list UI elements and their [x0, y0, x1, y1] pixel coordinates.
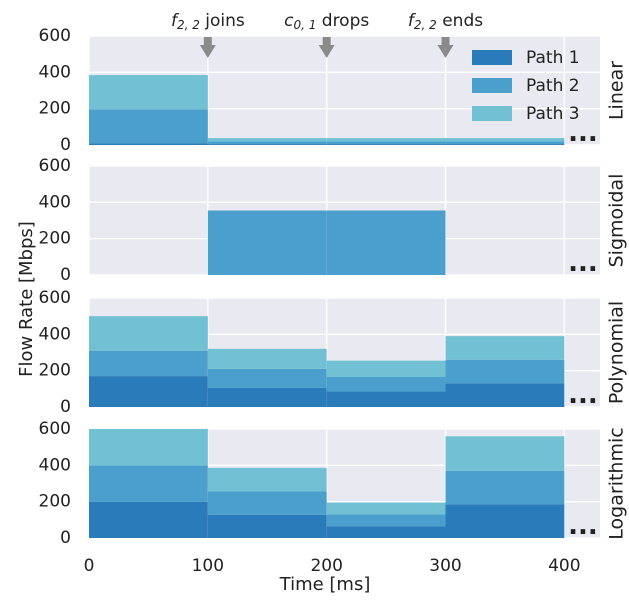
event-label: f2, 2 ends	[408, 11, 483, 32]
area-path1-segment	[326, 391, 446, 407]
area-path3-segment	[445, 436, 565, 471]
event-symbol: c	[284, 11, 294, 31]
area-path3-segment	[326, 138, 446, 142]
area-path3-segment	[326, 360, 446, 378]
event-subscript: 0, 1	[293, 18, 316, 32]
panel-linear: 0 200 400 600 Linear...	[39, 26, 628, 155]
legend-swatch-path2	[472, 78, 512, 93]
x-tick-label: 400	[548, 556, 580, 576]
y-tick-label: 400	[39, 192, 71, 212]
y-tick-label: 200	[39, 361, 71, 381]
y-axis-title: Flow Rate [Mbps]	[16, 221, 37, 377]
area-path2-segment	[326, 514, 446, 527]
x-tick-label: 100	[192, 556, 224, 576]
continuation-marker: ...	[568, 248, 598, 278]
legend-label: Path 1	[526, 48, 580, 68]
panel-title: Sigmoidal	[606, 174, 628, 268]
area-path2-segment	[326, 210, 446, 275]
area-path2-segment	[445, 470, 565, 505]
legend-swatch-path3	[472, 106, 512, 121]
panel-polynomial: 0 200 400 600 Polynomial...	[39, 288, 628, 417]
area-path3-segment	[89, 316, 208, 351]
y-tick-label: 600	[39, 288, 71, 308]
area-path2-segment	[207, 491, 327, 515]
area-path2-segment	[445, 359, 565, 384]
panel-title: Linear	[606, 61, 628, 120]
legend: Path 1 Path 2 Path 3	[472, 48, 580, 124]
event-subscript: 2, 2	[414, 18, 437, 32]
area-path2-segment	[207, 141, 327, 145]
area-path2-segment	[445, 141, 565, 145]
area-path1-segment	[89, 501, 208, 538]
y-tick-label: 0	[60, 265, 71, 285]
area-path3-segment	[207, 467, 327, 492]
x-axis-title: Time [ms]	[279, 574, 371, 595]
y-tick-label: 200	[39, 229, 71, 249]
x-tick-label: 200	[310, 556, 342, 576]
event-text: ends	[437, 11, 483, 31]
event-annotations: f2, 2 joins c0, 1 drops f2, 2 ends	[171, 11, 483, 58]
y-tick-label: 200	[39, 492, 71, 512]
area-path1-segment	[89, 376, 208, 407]
x-axis: 0 100 200 300 400	[84, 556, 581, 576]
panel-title: Logarithmic	[606, 427, 628, 539]
area-path3-segment	[89, 429, 208, 466]
area-path2-segment	[89, 350, 208, 377]
area-path2-segment	[89, 109, 208, 144]
y-tick-label: 400	[39, 324, 71, 344]
y-tick-label: 400	[39, 62, 71, 82]
y-tick-label: 600	[39, 156, 71, 176]
y-tick-label: 0	[60, 135, 71, 155]
area-path1-segment	[445, 144, 565, 145]
event-marker-arrow	[199, 37, 216, 58]
event-text: joins	[200, 11, 245, 31]
event-text: drops	[316, 11, 369, 31]
legend-label: Path 2	[526, 76, 580, 96]
area-path1-segment	[89, 143, 208, 145]
legend-label: Path 3	[526, 104, 580, 124]
area-path3-segment	[326, 502, 446, 515]
panels: 0 200 400 600 Linear... 0 200 400 600 Sigmoidal..…	[39, 26, 628, 548]
x-tick-label: 300	[429, 556, 461, 576]
area-path1-segment	[207, 387, 327, 407]
event-subscript: 2, 2	[177, 18, 200, 32]
area-path3-segment	[207, 138, 327, 142]
area-path1-segment	[207, 144, 327, 145]
continuation-marker: ...	[568, 380, 598, 410]
area-path2-segment	[207, 210, 327, 275]
area-path1-segment	[445, 383, 565, 407]
event-marker-arrow	[437, 37, 454, 58]
event-marker-arrow	[318, 37, 335, 58]
y-tick-label: 400	[39, 455, 71, 475]
y-tick-label: 0	[60, 528, 71, 548]
area-path2-segment	[326, 377, 446, 392]
event-label: f2, 2 joins	[171, 11, 245, 32]
panel-title: Polynomial	[606, 301, 628, 404]
area-path2-segment	[326, 141, 446, 145]
area-path2-segment	[207, 368, 327, 388]
y-tick-label: 600	[39, 419, 71, 439]
event-symbol: f	[408, 11, 417, 31]
y-tick-label: 200	[39, 99, 71, 119]
area-path3-segment	[89, 75, 208, 110]
y-tick-label: 0	[60, 397, 71, 417]
continuation-marker: ...	[568, 118, 598, 148]
panel-logarithmic: 0 200 400 600 Logarithmic...	[39, 419, 628, 548]
event-label: c0, 1 drops	[284, 11, 369, 32]
area-path3-segment	[445, 336, 565, 360]
legend-swatch-path1	[472, 50, 512, 65]
continuation-marker: ...	[568, 511, 598, 541]
area-path3-segment	[445, 138, 565, 142]
area-path2-segment	[89, 465, 208, 502]
y-tick-label: 600	[39, 26, 71, 46]
event-symbol: f	[171, 11, 180, 31]
area-path3-segment	[207, 348, 327, 369]
area-path1-segment	[326, 526, 446, 538]
x-tick-label: 0	[84, 556, 95, 576]
area-path1-segment	[445, 504, 565, 538]
area-path1-segment	[326, 144, 446, 145]
panel-sigmoidal: 0 200 400 600 Sigmoidal...	[39, 156, 628, 285]
area-path1-segment	[207, 514, 327, 538]
